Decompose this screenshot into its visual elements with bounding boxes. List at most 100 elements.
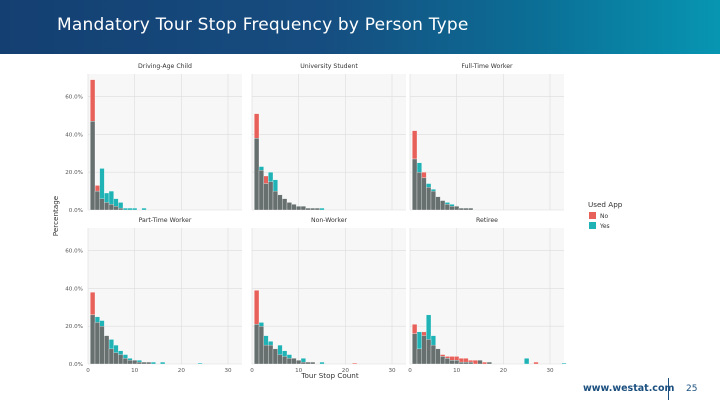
bar-overlap [454, 360, 460, 365]
legend-swatch-yes [589, 222, 596, 229]
panel-background-driving-age-child [88, 74, 242, 210]
bar-overlap [254, 324, 260, 365]
bar-overlap [426, 339, 432, 365]
bar-overlap [146, 361, 152, 365]
bar-no [533, 361, 539, 365]
bar-overlap [122, 358, 128, 365]
x-tick-label: 0 [86, 368, 90, 374]
bar-overlap [300, 206, 306, 211]
bar-overlap [444, 358, 450, 365]
bar-overlap [412, 158, 418, 211]
y-tick-label: 20.0% [65, 170, 83, 176]
bar-overlap [430, 190, 436, 211]
y-tick-label: 0.0% [69, 362, 83, 368]
bar-overlap [94, 322, 100, 365]
panel-title-part-time-worker: Part-Time Worker [139, 217, 192, 224]
x-tick-label: 30 [224, 368, 232, 374]
bar-yes [122, 207, 128, 211]
x-tick-label: 10 [295, 368, 303, 374]
bar-overlap [108, 204, 114, 211]
bar-overlap [454, 206, 460, 211]
panel-title-university-student: University Student [300, 63, 358, 70]
bar-overlap [104, 335, 110, 365]
y-tick-label: 60.0% [65, 95, 83, 101]
x-tick-label: 30 [388, 368, 396, 374]
panel-title-retiree: Retiree [476, 217, 498, 224]
bar-overlap [296, 206, 302, 211]
bar-overlap [277, 194, 283, 211]
bar-overlap [286, 202, 292, 211]
bar-overlap [458, 207, 464, 211]
x-tick-label: 0 [408, 368, 412, 374]
bar-overlap [463, 207, 469, 211]
panel-background-non-worker [252, 228, 406, 364]
bar-overlap [296, 360, 302, 365]
footer-url[interactable]: www.westat.com [583, 383, 675, 394]
footer-divider [668, 378, 669, 400]
bar-overlap [421, 335, 427, 365]
bar-overlap [258, 170, 264, 211]
bar-yes [132, 207, 138, 211]
bar-overlap [127, 360, 133, 365]
bar-overlap [254, 138, 260, 211]
bar-overlap [277, 354, 283, 365]
bar-overlap [426, 187, 432, 211]
bar-overlap [477, 360, 483, 365]
bar-yes [561, 362, 567, 365]
panel-title-non-worker: Non-Worker [311, 217, 348, 224]
panel-title-full-time-worker: Full-Time Worker [461, 63, 513, 70]
bar-overlap [291, 204, 297, 211]
panel-title-driving-age-child: Driving-Age Child [138, 63, 192, 70]
bar-overlap [94, 190, 100, 211]
bar-yes [319, 207, 325, 211]
bar-no [352, 362, 358, 365]
bar-overlap [440, 200, 446, 211]
bar-overlap [486, 361, 492, 365]
bar-overlap [435, 196, 441, 211]
bar-overlap [449, 206, 455, 211]
bar-no [482, 361, 488, 365]
bar-overlap [444, 204, 450, 211]
bar-overlap [300, 361, 306, 365]
y-tick-label: 40.0% [65, 286, 83, 292]
bar-overlap [272, 348, 278, 365]
bar-overlap [118, 354, 124, 365]
bar-overlap [113, 352, 119, 365]
y-tick-label: 20.0% [65, 324, 83, 330]
bar-overlap [99, 326, 105, 365]
bar-overlap [282, 356, 288, 365]
bar-yes [150, 361, 156, 365]
bar-overlap [463, 361, 469, 365]
bar-overlap [416, 172, 422, 211]
page-title: Mandatory Tour Stop Frequency by Person … [57, 15, 469, 35]
bar-overlap [136, 361, 142, 365]
x-axis-title: Tour Stop Count [300, 371, 359, 380]
bar-overlap [263, 183, 269, 211]
bar-overlap [263, 344, 269, 365]
x-tick-label: 10 [453, 368, 461, 374]
bar-overlap [314, 207, 320, 211]
y-tick-label: 60.0% [65, 249, 83, 255]
bar-overlap [113, 206, 119, 211]
bar-overlap [141, 361, 147, 365]
x-tick-label: 20 [342, 368, 350, 374]
bar-overlap [90, 314, 96, 365]
legend-label-no: No [600, 213, 608, 220]
bar-overlap [310, 361, 316, 365]
bar-overlap [286, 358, 292, 365]
bar-no [472, 360, 478, 365]
facet-histogram-chart: Driving-Age Child 0.0% 20.0% 40.0% 60.0% Univ… [51, 63, 623, 380]
x-tick-label: 10 [131, 368, 139, 374]
bar-overlap [421, 177, 427, 211]
bar-overlap [468, 207, 474, 211]
bar-overlap [268, 181, 274, 211]
legend-swatch-no [589, 212, 596, 219]
bar-overlap [458, 361, 464, 365]
bar-overlap [430, 344, 436, 365]
x-tick-label: 20 [500, 368, 508, 374]
bar-overlap [440, 356, 446, 365]
bar-overlap [468, 361, 474, 365]
bar-overlap [305, 207, 311, 211]
bar-overlap [90, 121, 96, 211]
bar-overlap [412, 333, 418, 365]
